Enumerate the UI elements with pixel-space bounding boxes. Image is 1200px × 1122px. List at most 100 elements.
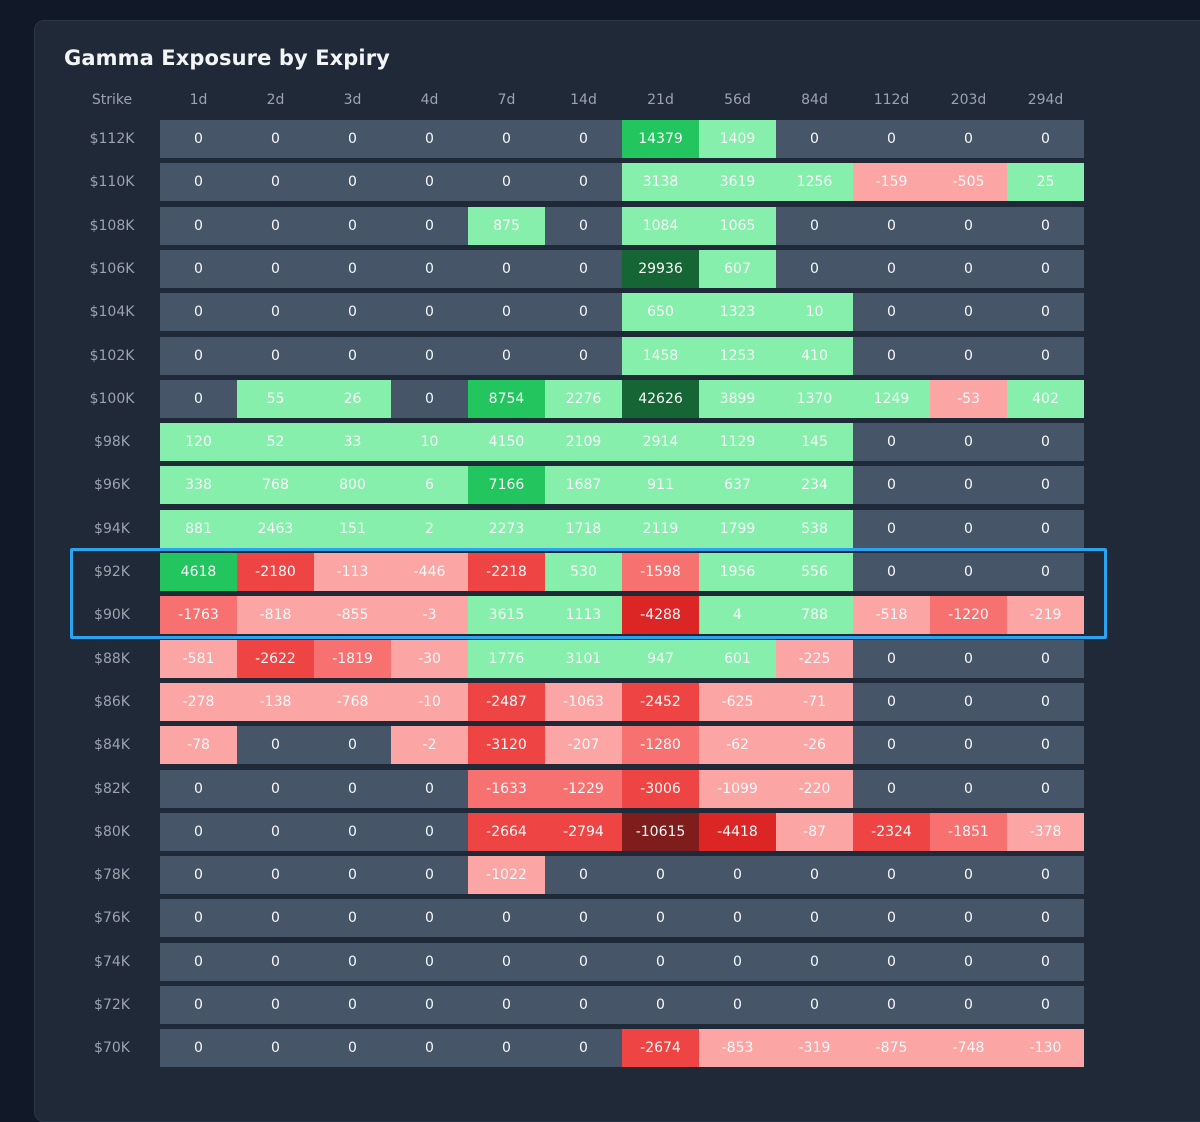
heatmap-cell: 0 bbox=[776, 986, 853, 1024]
heatmap-cell: 0 bbox=[1007, 942, 1084, 981]
heatmap-cell: 0 bbox=[391, 120, 468, 158]
heatmap-cell: 0 bbox=[545, 206, 622, 245]
heatmap-cell: 1718 bbox=[545, 509, 622, 548]
heatmap-cell: 25 bbox=[1007, 163, 1084, 202]
heatmap-cell: 0 bbox=[930, 206, 1007, 245]
heatmap-cell: 0 bbox=[1007, 899, 1084, 938]
heatmap-cell: 0 bbox=[776, 120, 853, 158]
heatmap-cell: 530 bbox=[545, 553, 622, 591]
heatmap-cell: 1113 bbox=[545, 596, 622, 635]
heatmap-cell: 0 bbox=[1007, 466, 1084, 505]
heatmap-cell: -446 bbox=[391, 553, 468, 591]
heatmap-cell: 33 bbox=[314, 423, 391, 462]
column-header-4d: 4d bbox=[420, 92, 439, 108]
heatmap-cell: 0 bbox=[237, 769, 314, 808]
heatmap-cell: -378 bbox=[1007, 812, 1084, 851]
heatmap-cell: 0 bbox=[545, 163, 622, 202]
heatmap-cell: 0 bbox=[160, 206, 237, 245]
heatmap-cell: 0 bbox=[930, 682, 1007, 721]
heatmap-cell: 0 bbox=[699, 986, 776, 1024]
heatmap-cell: -2218 bbox=[468, 553, 545, 591]
heatmap-cell: 0 bbox=[468, 163, 545, 202]
strike-label: $72K bbox=[94, 997, 130, 1013]
heatmap-cell: 0 bbox=[314, 769, 391, 808]
heatmap-cell: 0 bbox=[391, 856, 468, 895]
heatmap-cell: 0 bbox=[237, 942, 314, 981]
heatmap-cell: 1956 bbox=[699, 553, 776, 591]
heatmap-cell: -278 bbox=[160, 682, 237, 721]
heatmap-cell: 0 bbox=[545, 942, 622, 981]
heatmap-cell: -748 bbox=[930, 1029, 1007, 1068]
heatmap-cell: -207 bbox=[545, 726, 622, 765]
heatmap-cell: 0 bbox=[930, 942, 1007, 981]
strike-label: $106K bbox=[89, 260, 135, 277]
heatmap-cell: 0 bbox=[468, 293, 545, 332]
heatmap-cell: 0 bbox=[314, 1029, 391, 1068]
column-header-84d: 84d bbox=[801, 92, 828, 108]
heatmap-cell: 2 bbox=[391, 509, 468, 548]
heatmap-cell: 0 bbox=[314, 899, 391, 938]
heatmap-cell: 0 bbox=[930, 466, 1007, 505]
heatmap-cell: 1084 bbox=[622, 206, 699, 245]
heatmap-cell: 0 bbox=[391, 769, 468, 808]
heatmap-cell: 2273 bbox=[468, 509, 545, 548]
heatmap-cell: 0 bbox=[468, 1029, 545, 1068]
heatmap-cell: -113 bbox=[314, 553, 391, 591]
heatmap-cell: -3120 bbox=[468, 726, 545, 765]
heatmap-cell: 0 bbox=[853, 423, 930, 462]
heatmap-cell: 0 bbox=[930, 639, 1007, 678]
heatmap-cell: -3 bbox=[391, 596, 468, 635]
heatmap-cell: 0 bbox=[545, 293, 622, 332]
heatmap-cell: 0 bbox=[853, 986, 930, 1024]
column-header-2d: 2d bbox=[266, 92, 285, 108]
heatmap-cell: 0 bbox=[391, 379, 468, 418]
heatmap-cell: 1776 bbox=[468, 639, 545, 678]
heatmap-cell: 0 bbox=[160, 293, 237, 332]
heatmap-cell: 0 bbox=[1007, 553, 1084, 591]
heatmap-cell: 0 bbox=[314, 163, 391, 202]
heatmap-cell: 3101 bbox=[545, 639, 622, 678]
heatmap-cell: 0 bbox=[1007, 120, 1084, 158]
heatmap-cell: 0 bbox=[391, 1029, 468, 1068]
heatmap-cell: -1819 bbox=[314, 639, 391, 678]
heatmap-cell: 0 bbox=[930, 120, 1007, 158]
heatmap-cell: 0 bbox=[468, 249, 545, 288]
heatmap-cell: 0 bbox=[1007, 206, 1084, 245]
column-header-112d: 112d bbox=[873, 92, 910, 108]
heatmap-cell: -71 bbox=[776, 682, 853, 721]
heatmap-cell: 42626 bbox=[622, 379, 699, 418]
heatmap-cell: 52 bbox=[237, 423, 314, 462]
heatmap-cell: 0 bbox=[314, 206, 391, 245]
heatmap-cell: 637 bbox=[699, 466, 776, 505]
heatmap-cell: 768 bbox=[237, 466, 314, 505]
heatmap-cell: 0 bbox=[776, 249, 853, 288]
heatmap-cell: 0 bbox=[622, 986, 699, 1024]
heatmap-cell: 0 bbox=[468, 120, 545, 158]
heatmap-cell: 0 bbox=[314, 293, 391, 332]
heatmap-cell: 0 bbox=[237, 206, 314, 245]
heatmap-cell: 0 bbox=[1007, 293, 1084, 332]
heatmap-cell: -26 bbox=[776, 726, 853, 765]
heatmap-cell: -4288 bbox=[622, 596, 699, 635]
heatmap-cell: 1256 bbox=[776, 163, 853, 202]
column-header-3d: 3d bbox=[343, 92, 362, 108]
heatmap-cell: 0 bbox=[237, 120, 314, 158]
heatmap-cell: 0 bbox=[1007, 249, 1084, 288]
heatmap-cell: 1249 bbox=[853, 379, 930, 418]
column-header-14d: 14d bbox=[570, 92, 597, 108]
strike-label: $90K bbox=[94, 607, 130, 624]
heatmap-cell: 0 bbox=[1007, 423, 1084, 462]
heatmap-cell: 0 bbox=[314, 942, 391, 981]
heatmap-cell: 800 bbox=[314, 466, 391, 505]
heatmap-cell: 875 bbox=[468, 206, 545, 245]
heatmap-cell: 0 bbox=[237, 986, 314, 1024]
heatmap-cell: -818 bbox=[237, 596, 314, 635]
heatmap-cell: 0 bbox=[237, 899, 314, 938]
heatmap-cell: 0 bbox=[160, 163, 237, 202]
heatmap-cell: 0 bbox=[853, 466, 930, 505]
strike-label: $98K bbox=[94, 434, 130, 451]
heatmap-cell: -10 bbox=[391, 682, 468, 721]
heatmap-cell: 2109 bbox=[545, 423, 622, 462]
heatmap-cell: 538 bbox=[776, 509, 853, 548]
column-header-294d: 294d bbox=[1027, 92, 1064, 108]
